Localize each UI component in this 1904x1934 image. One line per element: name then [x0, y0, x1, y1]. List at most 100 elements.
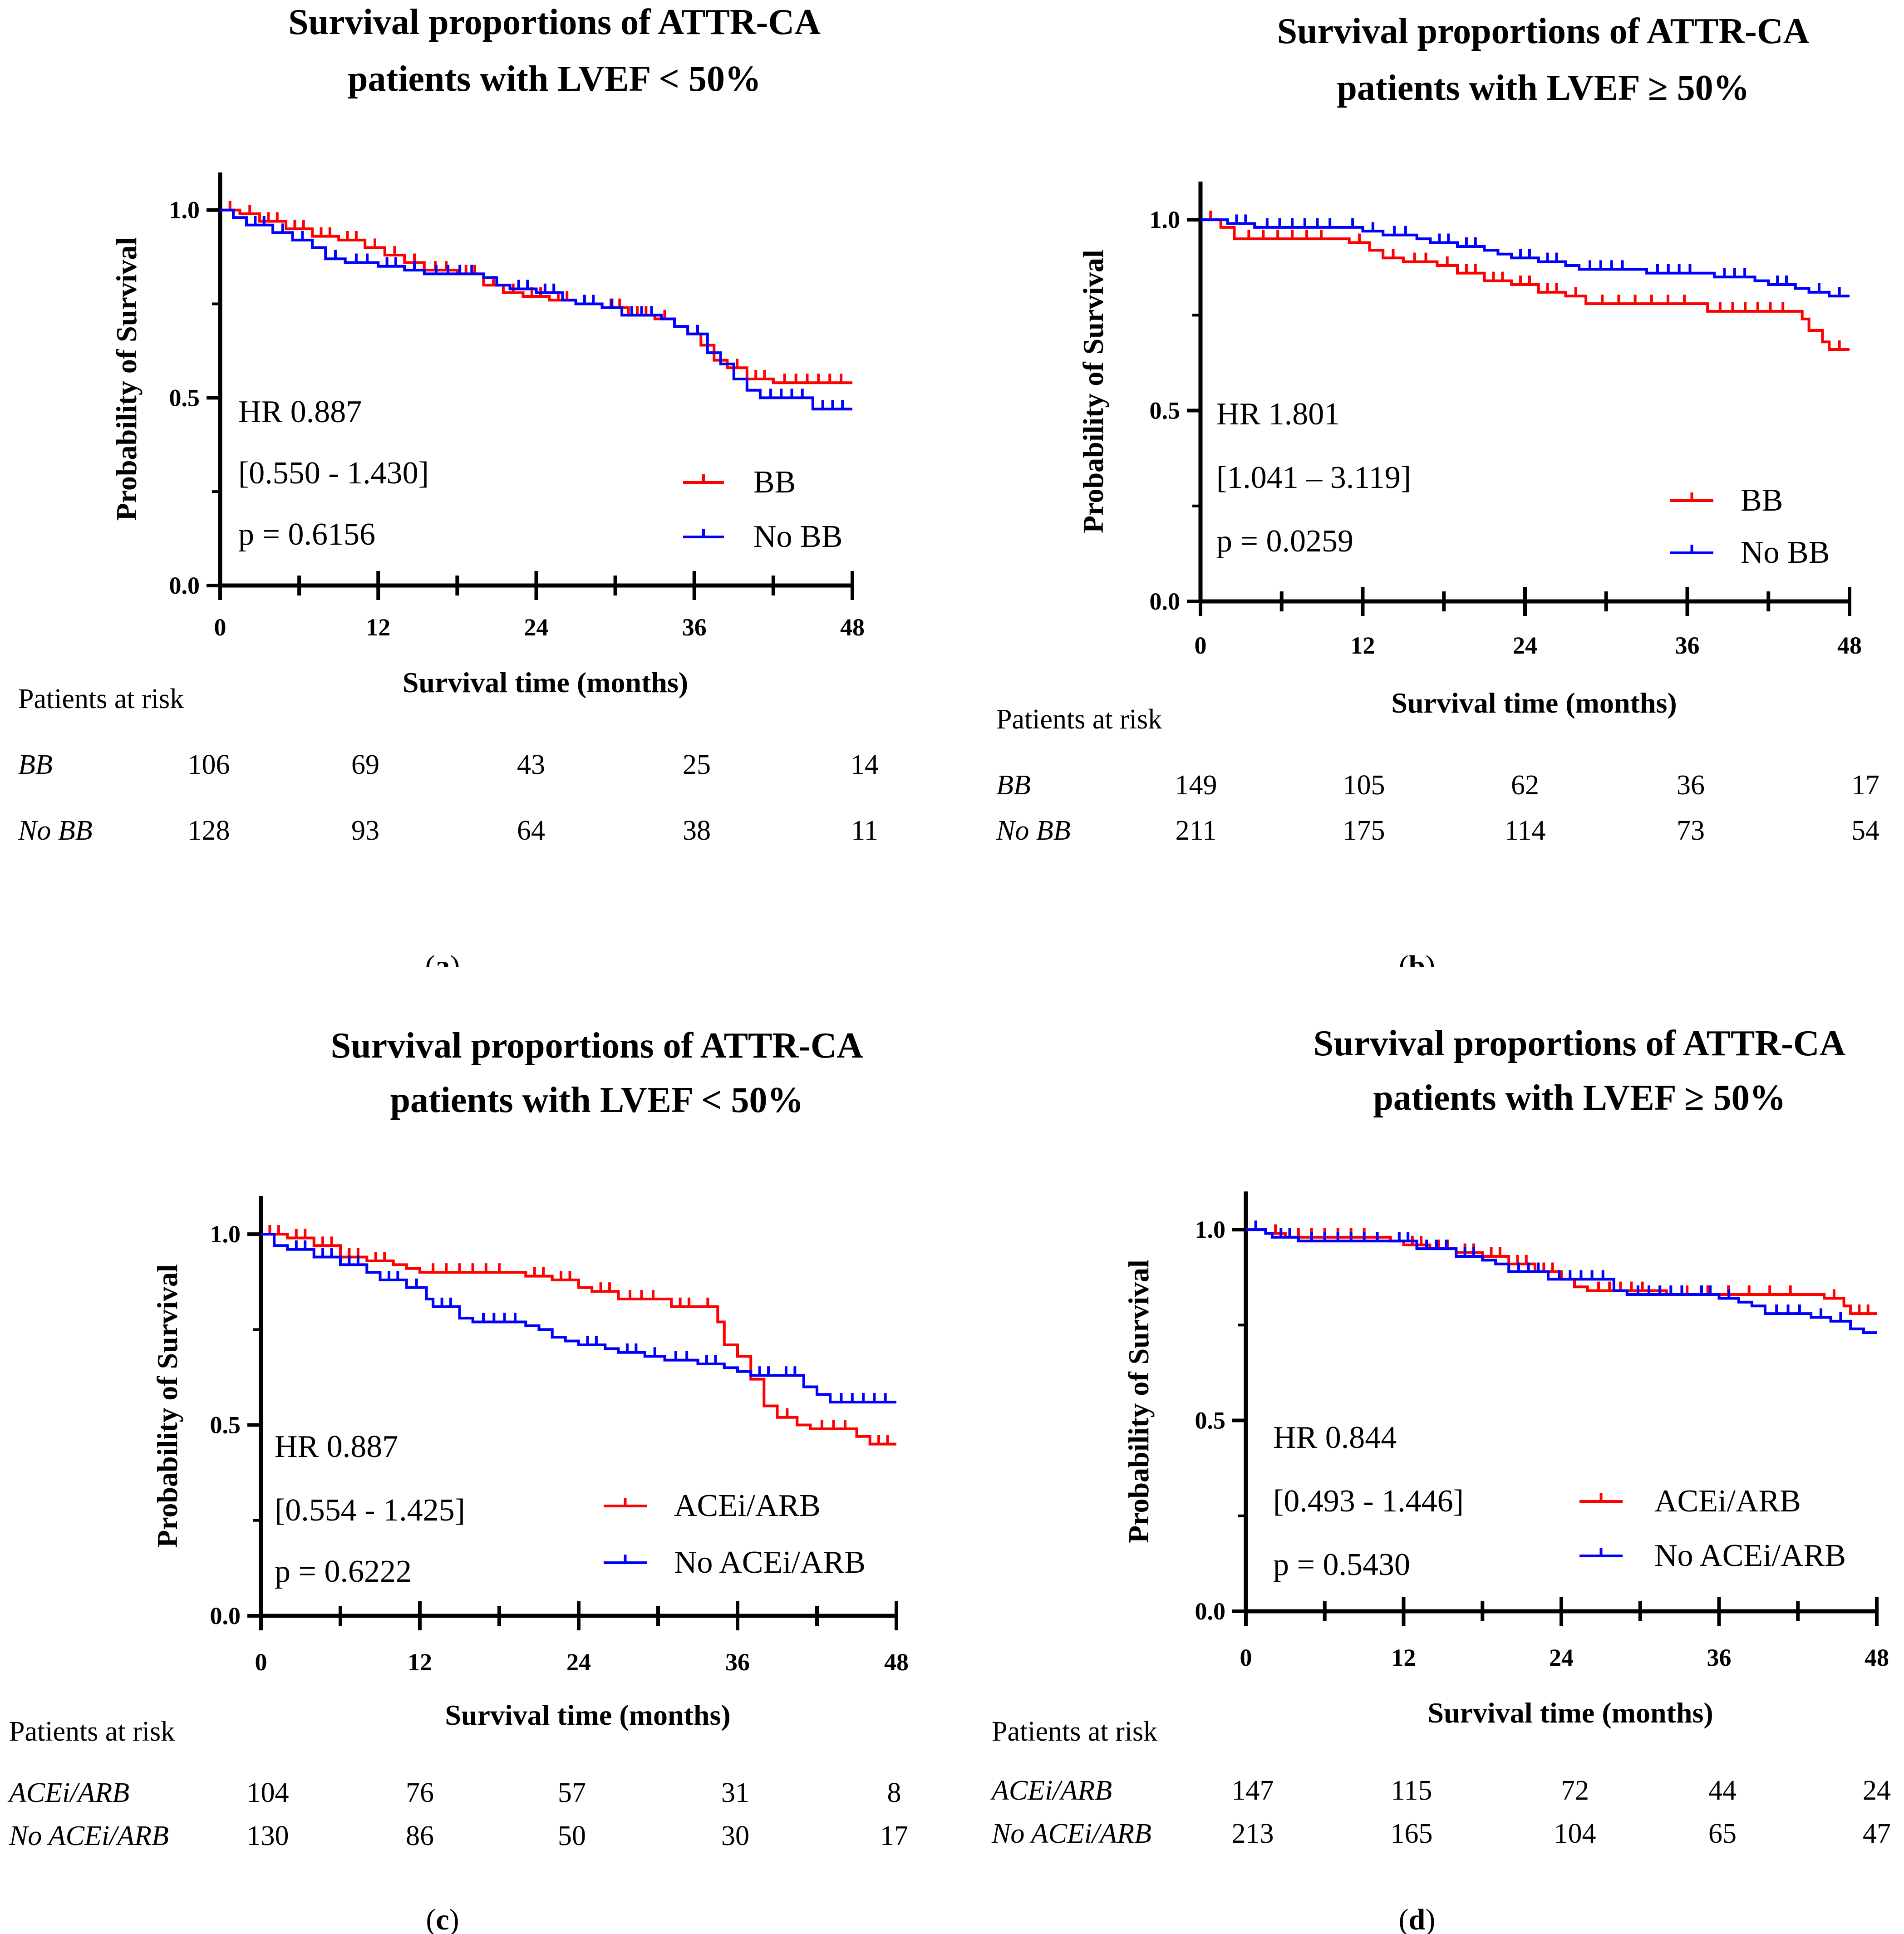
p-value: p = 0.0259: [1216, 524, 1353, 559]
risk-row-label: No BB: [18, 815, 93, 846]
risk-row-label: ACEi/ARB: [7, 1777, 129, 1808]
risk-count: 36: [1677, 770, 1705, 801]
survival-chart-d: Survival proportions of ATTR-CA patients …: [952, 967, 1904, 1934]
y-tick-label: 0.0: [169, 572, 200, 599]
survival-chart-c: Survival proportions of ATTR-CA patients …: [0, 967, 952, 1934]
risk-count: 76: [406, 1777, 434, 1808]
hr-value: HR 0.887: [238, 394, 362, 429]
chart-title-line2: patients with LVEF < 50%: [390, 1080, 804, 1120]
chart-title-line1: Survival proportions of ATTR-CA: [331, 1026, 863, 1066]
risk-count: 8: [887, 1777, 901, 1808]
confidence-interval: [0.554 - 1.425]: [275, 1493, 465, 1528]
risk-count: 24: [1863, 1775, 1891, 1806]
chart-title-line1: Survival proportions of ATTR-CA: [1314, 1024, 1846, 1063]
legend-label: No ACEi/ARB: [1654, 1538, 1846, 1573]
risk-count: 149: [1175, 770, 1217, 801]
legend-label: BB: [753, 465, 796, 500]
legend-label: ACEi/ARB: [674, 1488, 821, 1523]
risk-count: 62: [1511, 770, 1539, 801]
survival-chart-a: Survival proportions of ATTR-CA patients …: [0, 0, 952, 967]
y-tick-label: 0.5: [169, 384, 200, 411]
risk-row-label: BB: [18, 749, 53, 780]
y-tick-label: 1.0: [169, 197, 200, 224]
risk-count: 17: [880, 1821, 908, 1851]
y-tick-label: 1.0: [1150, 206, 1181, 233]
series-line-bb: [1200, 218, 1850, 351]
confidence-interval: [0.493 - 1.446]: [1273, 1484, 1464, 1519]
risk-count: 104: [247, 1777, 289, 1808]
x-tick-label: 36: [682, 614, 707, 641]
risk-count: 31: [721, 1777, 749, 1808]
risk-count: 64: [517, 815, 545, 846]
risk-count: 44: [1708, 1775, 1737, 1806]
risk-count: 106: [188, 749, 230, 780]
risk-count: 50: [558, 1821, 586, 1851]
x-tick-label: 0: [1240, 1644, 1252, 1671]
panel-caption: (a): [425, 950, 460, 967]
hr-value: HR 0.844: [1273, 1420, 1397, 1455]
risk-count: 72: [1561, 1775, 1589, 1806]
series-line-no-acei-arb: [261, 1233, 896, 1404]
y-tick-label: 1.0: [210, 1220, 241, 1248]
risk-count: 105: [1343, 770, 1385, 801]
x-tick-label: 24: [1513, 632, 1537, 659]
series-line-bb: [220, 208, 852, 384]
chart-svg-b: Survival proportions of ATTR-CA patients …: [996, 11, 1879, 967]
series-line-no-bb: [220, 208, 852, 411]
risk-count: 86: [406, 1821, 434, 1851]
risk-table-title: Patients at risk: [992, 1716, 1157, 1747]
risk-count: 115: [1391, 1775, 1432, 1806]
y-axis-title: Probability of Survival: [151, 1264, 183, 1548]
y-tick-label: 0.0: [210, 1602, 241, 1629]
panel-caption: (d): [1399, 1903, 1436, 1934]
chart-svg-a: Survival proportions of ATTR-CA patients …: [18, 2, 879, 967]
panel-caption: (b): [1399, 950, 1436, 967]
x-tick-label: 24: [1549, 1644, 1574, 1671]
chart-title-line2: patients with LVEF ≥ 50%: [1373, 1078, 1786, 1118]
x-axis-title: Survival time (months): [445, 1699, 730, 1731]
risk-count: 104: [1554, 1818, 1596, 1849]
x-tick-label: 12: [366, 614, 390, 641]
y-tick-label: 1.0: [1195, 1216, 1226, 1243]
chart-svg-d: Survival proportions of ATTR-CA patients …: [990, 1024, 1891, 1934]
p-value: p = 0.6222: [275, 1554, 412, 1589]
series-line-no-bb: [1200, 218, 1850, 298]
x-tick-label: 12: [1392, 1644, 1416, 1671]
y-tick-label: 0.0: [1195, 1598, 1226, 1625]
chart-title-line1: Survival proportions of ATTR-CA: [288, 2, 821, 42]
risk-count: 17: [1851, 770, 1879, 801]
risk-count: 38: [683, 815, 711, 846]
x-tick-label: 24: [566, 1649, 591, 1676]
p-value: p = 0.5430: [1273, 1547, 1410, 1582]
x-tick-label: 0: [214, 614, 226, 641]
risk-count: 54: [1851, 815, 1879, 846]
x-tick-label: 36: [725, 1649, 750, 1676]
risk-count: 114: [1505, 815, 1546, 846]
confidence-interval: [0.550 - 1.430]: [238, 456, 429, 491]
risk-count: 65: [1708, 1818, 1737, 1849]
risk-row-label: ACEi/ARB: [990, 1775, 1112, 1806]
chart-svg-c: Survival proportions of ATTR-CA patients …: [7, 1026, 909, 1934]
risk-count: 147: [1232, 1775, 1274, 1806]
legend-label: No ACEi/ARB: [674, 1545, 866, 1580]
risk-row-label: No BB: [996, 815, 1071, 846]
risk-count: 73: [1677, 815, 1705, 846]
x-tick-label: 48: [1837, 632, 1862, 659]
hr-value: HR 0.887: [275, 1429, 398, 1464]
hr-value: HR 1.801: [1216, 397, 1340, 432]
y-tick-label: 0.5: [1150, 397, 1181, 424]
legend-label: No BB: [1741, 535, 1830, 570]
p-value: p = 0.6156: [238, 517, 375, 552]
legend-label: BB: [1741, 483, 1783, 518]
x-tick-label: 12: [408, 1649, 432, 1676]
panel-caption: (c): [426, 1903, 459, 1934]
risk-count: 69: [351, 749, 379, 780]
x-tick-label: 0: [255, 1649, 267, 1676]
risk-table-title: Patients at risk: [9, 1716, 175, 1747]
risk-count: 175: [1343, 815, 1385, 846]
risk-row-label: BB: [996, 770, 1031, 801]
y-tick-label: 0.5: [210, 1412, 241, 1439]
x-tick-label: 24: [524, 614, 549, 641]
risk-count: 211: [1176, 815, 1217, 846]
risk-count: 130: [247, 1821, 289, 1851]
